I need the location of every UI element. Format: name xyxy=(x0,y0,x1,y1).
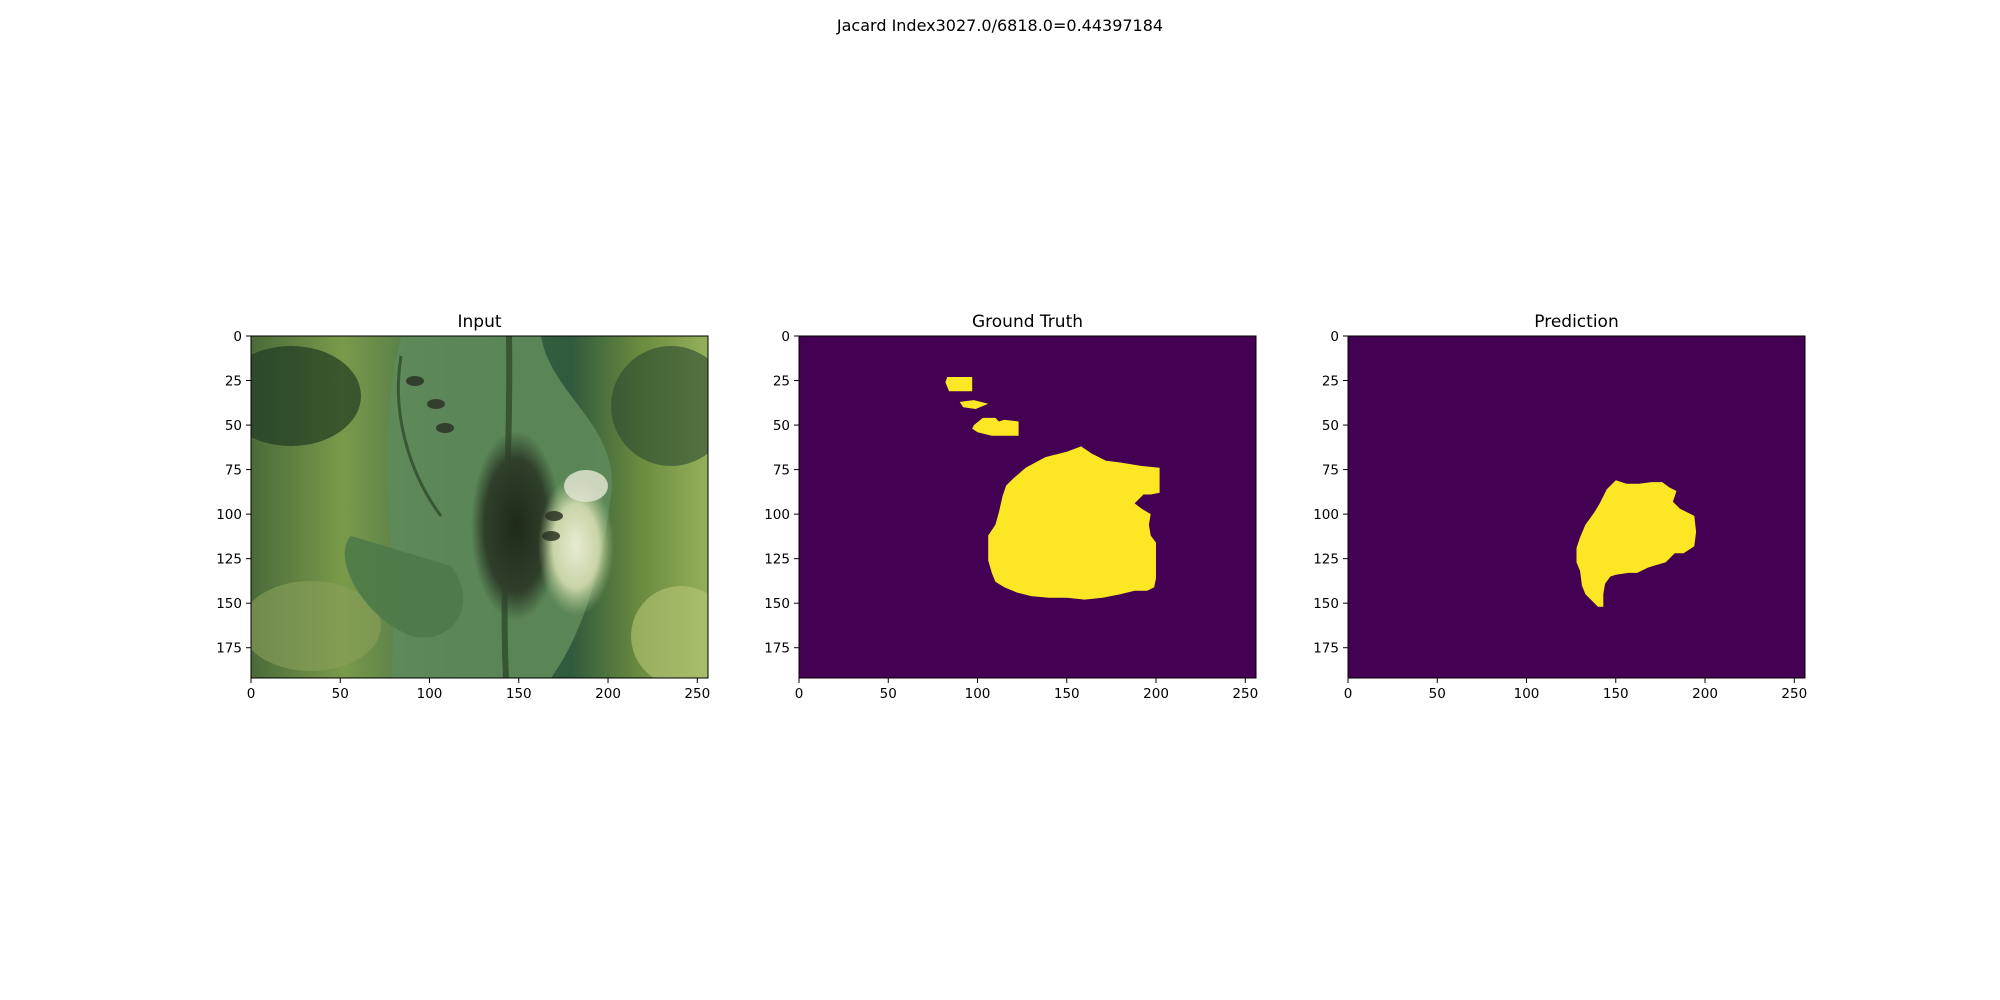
x-tick-label: 200 xyxy=(595,686,621,702)
axes-frame xyxy=(1347,335,1806,679)
mask-region-2-0 xyxy=(1576,480,1697,607)
mask-region-1-1 xyxy=(959,400,989,409)
y-tick-label: 175 xyxy=(764,641,790,657)
y-tick-label: 100 xyxy=(1313,507,1339,523)
y-tick-label: 100 xyxy=(764,507,790,523)
y-tick-label: 150 xyxy=(216,596,242,612)
y-tick-label: 50 xyxy=(773,418,790,434)
subplot-prediction: Prediction 0 50 100 150 200 250 0 25 50 75 100 125 15… xyxy=(1313,312,1807,702)
subplot-ground-truth: Ground Truth 0 50 100 150 200 250 0 25 50 75 100 125… xyxy=(764,312,1258,702)
y-tick-label: 75 xyxy=(773,463,790,479)
x-tick-label: 0 xyxy=(795,686,804,702)
y-tick-label: 175 xyxy=(216,641,242,657)
y-tick-label: 50 xyxy=(1322,418,1339,434)
y-tick-label: 125 xyxy=(216,552,242,568)
y-tick-label: 25 xyxy=(1322,374,1339,390)
x-tick-label: 200 xyxy=(1692,686,1718,702)
y-tick-label: 125 xyxy=(1313,552,1339,568)
subplot-title: Ground Truth xyxy=(972,312,1083,332)
x-tick-label: 150 xyxy=(1054,686,1080,702)
x-tick-label: 0 xyxy=(247,686,256,702)
y-tick-label: 125 xyxy=(764,552,790,568)
axes-frame xyxy=(798,335,1257,679)
y-tick-label: 175 xyxy=(1313,641,1339,657)
x-tick-label: 100 xyxy=(1514,686,1540,702)
subplot-title: Input xyxy=(457,312,501,332)
subplot-title: Prediction xyxy=(1534,312,1618,332)
mask-region-1-0 xyxy=(945,377,973,392)
x-tick-label: 250 xyxy=(1781,686,1807,702)
y-tick-label: 50 xyxy=(225,418,242,434)
x-tick-label: 200 xyxy=(1143,686,1169,702)
y-tick-label: 75 xyxy=(225,463,242,479)
mask-region-1-2 xyxy=(972,417,1019,436)
x-tick-label: 50 xyxy=(880,686,897,702)
x-tick-label: 0 xyxy=(1344,686,1353,702)
x-tick-label: 150 xyxy=(1603,686,1629,702)
y-tick-label: 25 xyxy=(225,374,242,390)
x-tick-label: 50 xyxy=(332,686,349,702)
y-tick-label: 150 xyxy=(764,596,790,612)
x-tick-label: 250 xyxy=(684,686,710,702)
x-tick-label: 100 xyxy=(965,686,991,702)
y-tick-label: 0 xyxy=(781,329,790,345)
y-tick-label: 0 xyxy=(1330,329,1339,345)
x-tick-label: 100 xyxy=(417,686,443,702)
x-tick-label: 250 xyxy=(1232,686,1258,702)
x-tick-label: 150 xyxy=(506,686,532,702)
y-tick-label: 75 xyxy=(1322,463,1339,479)
x-tick-label: 50 xyxy=(1429,686,1446,702)
y-tick-label: 150 xyxy=(1313,596,1339,612)
input-photo xyxy=(251,336,708,678)
figure-suptitle: Jacard Index3027.0/6818.0=0.44397184 xyxy=(836,16,1164,35)
y-tick-label: 100 xyxy=(216,507,242,523)
mask-background xyxy=(1348,336,1805,678)
mask-region-1-3 xyxy=(988,446,1160,600)
y-tick-label: 25 xyxy=(773,374,790,390)
subplot-input: Input 0 50 100 150 200 250 0 25 50 75 100 125 150 175 xyxy=(216,312,710,702)
y-tick-label: 0 xyxy=(233,329,242,345)
axes-frame xyxy=(250,335,709,679)
